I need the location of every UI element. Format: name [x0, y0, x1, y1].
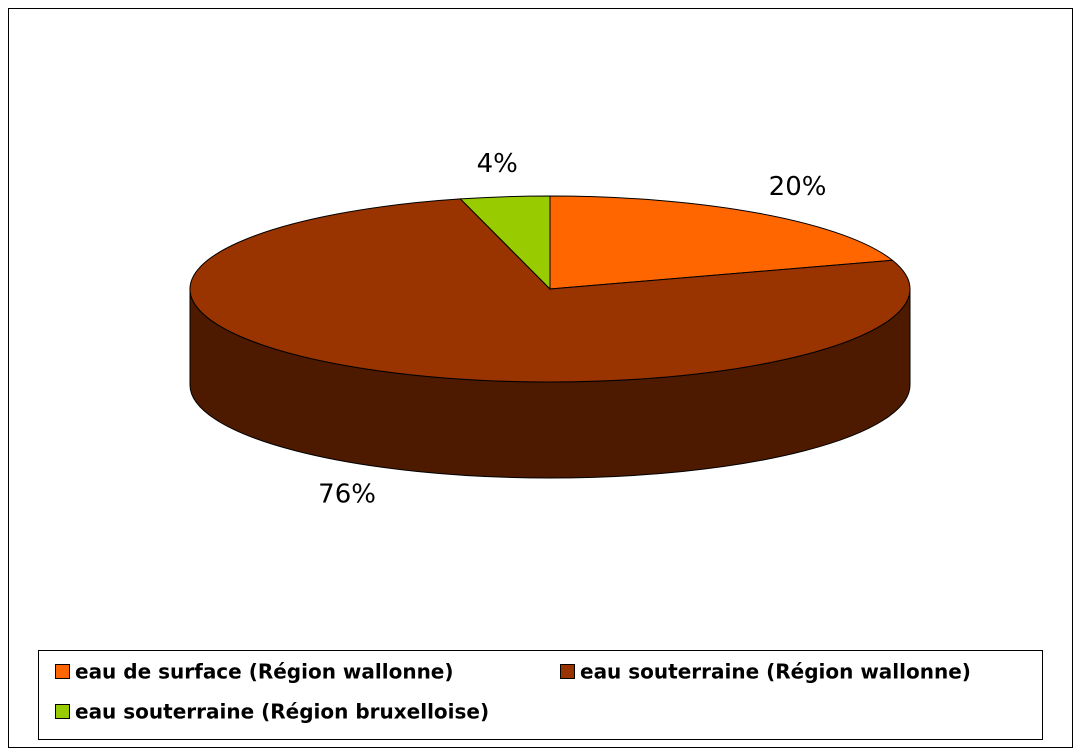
legend-swatch [55, 664, 70, 679]
legend-label: eau souterraine (Région wallonne) [580, 660, 971, 684]
data-label: 4% [477, 149, 518, 179]
legend-swatch [560, 664, 575, 679]
legend-label: eau de surface (Région wallonne) [75, 660, 454, 684]
legend-swatch [55, 704, 70, 719]
slice [189, 198, 911, 383]
slice [549, 195, 894, 290]
slice [459, 195, 551, 291]
legend-box [38, 650, 1043, 740]
data-label: 20% [769, 172, 827, 202]
legend-label: eau souterraine (Région bruxelloise) [75, 700, 489, 724]
data-label: 76% [318, 480, 376, 510]
